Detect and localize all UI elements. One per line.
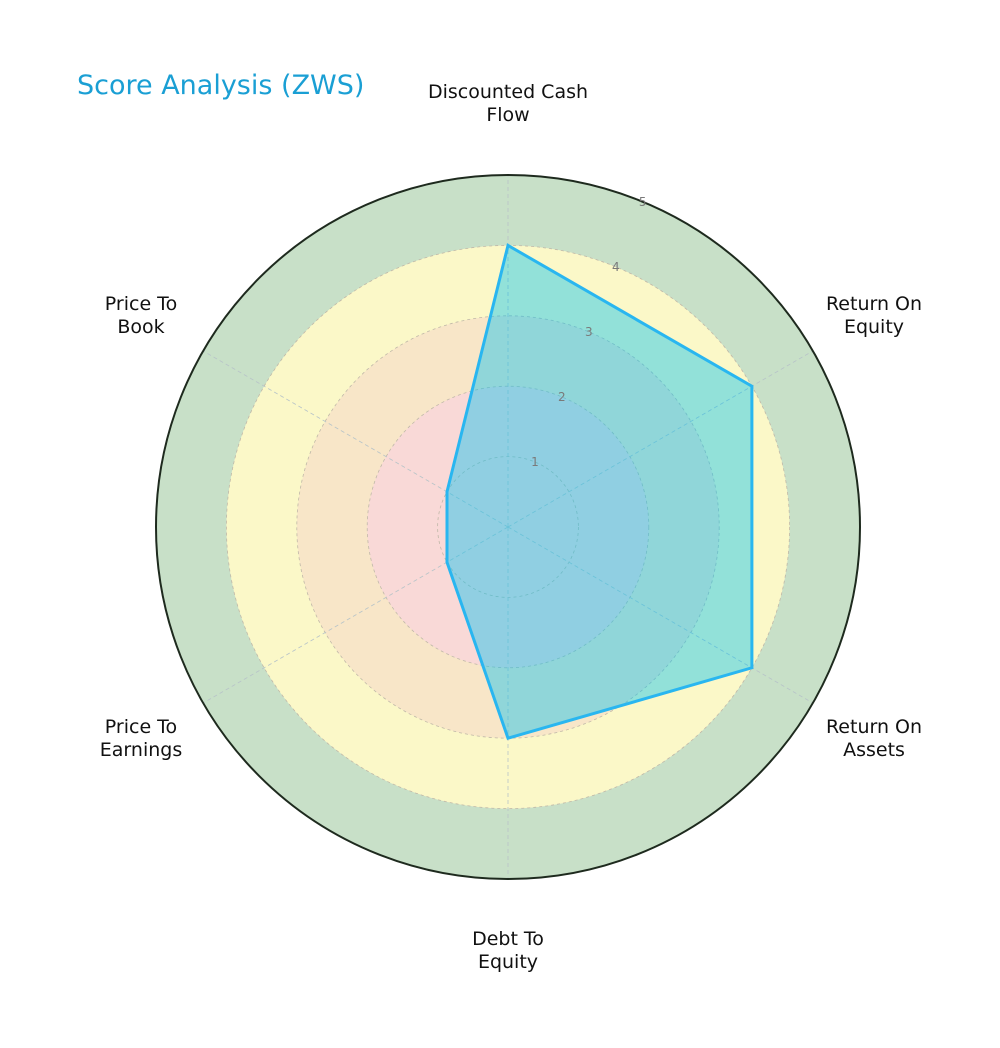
spoke-line [202,526,509,704]
chart-title: Score Analysis (ZWS) [77,70,365,101]
data-series [445,243,754,741]
axis-label: Debt To Equity [472,928,544,973]
grid-circle [366,385,650,669]
spoke-line [507,526,814,704]
axis-label: Return On Equity [825,293,923,338]
outer-ring [155,174,861,880]
series-polygon [445,243,754,741]
axis-label: Price To Book [104,293,178,338]
tick-label: 3 [585,325,593,339]
tick-label: 5 [639,195,647,209]
tick-label: 1 [531,455,539,469]
radial-tick-labels: 1 2 3 4 5 [531,195,646,469]
tick-label: 2 [558,390,566,404]
axis-label: Discounted Cash Flow [427,81,589,126]
spoke-line [507,350,814,528]
spoke-line [202,350,509,528]
axis-label: Return On Assets [825,716,923,761]
axis-label: Price To Earnings [99,716,183,761]
tick-label: 4 [612,260,620,274]
